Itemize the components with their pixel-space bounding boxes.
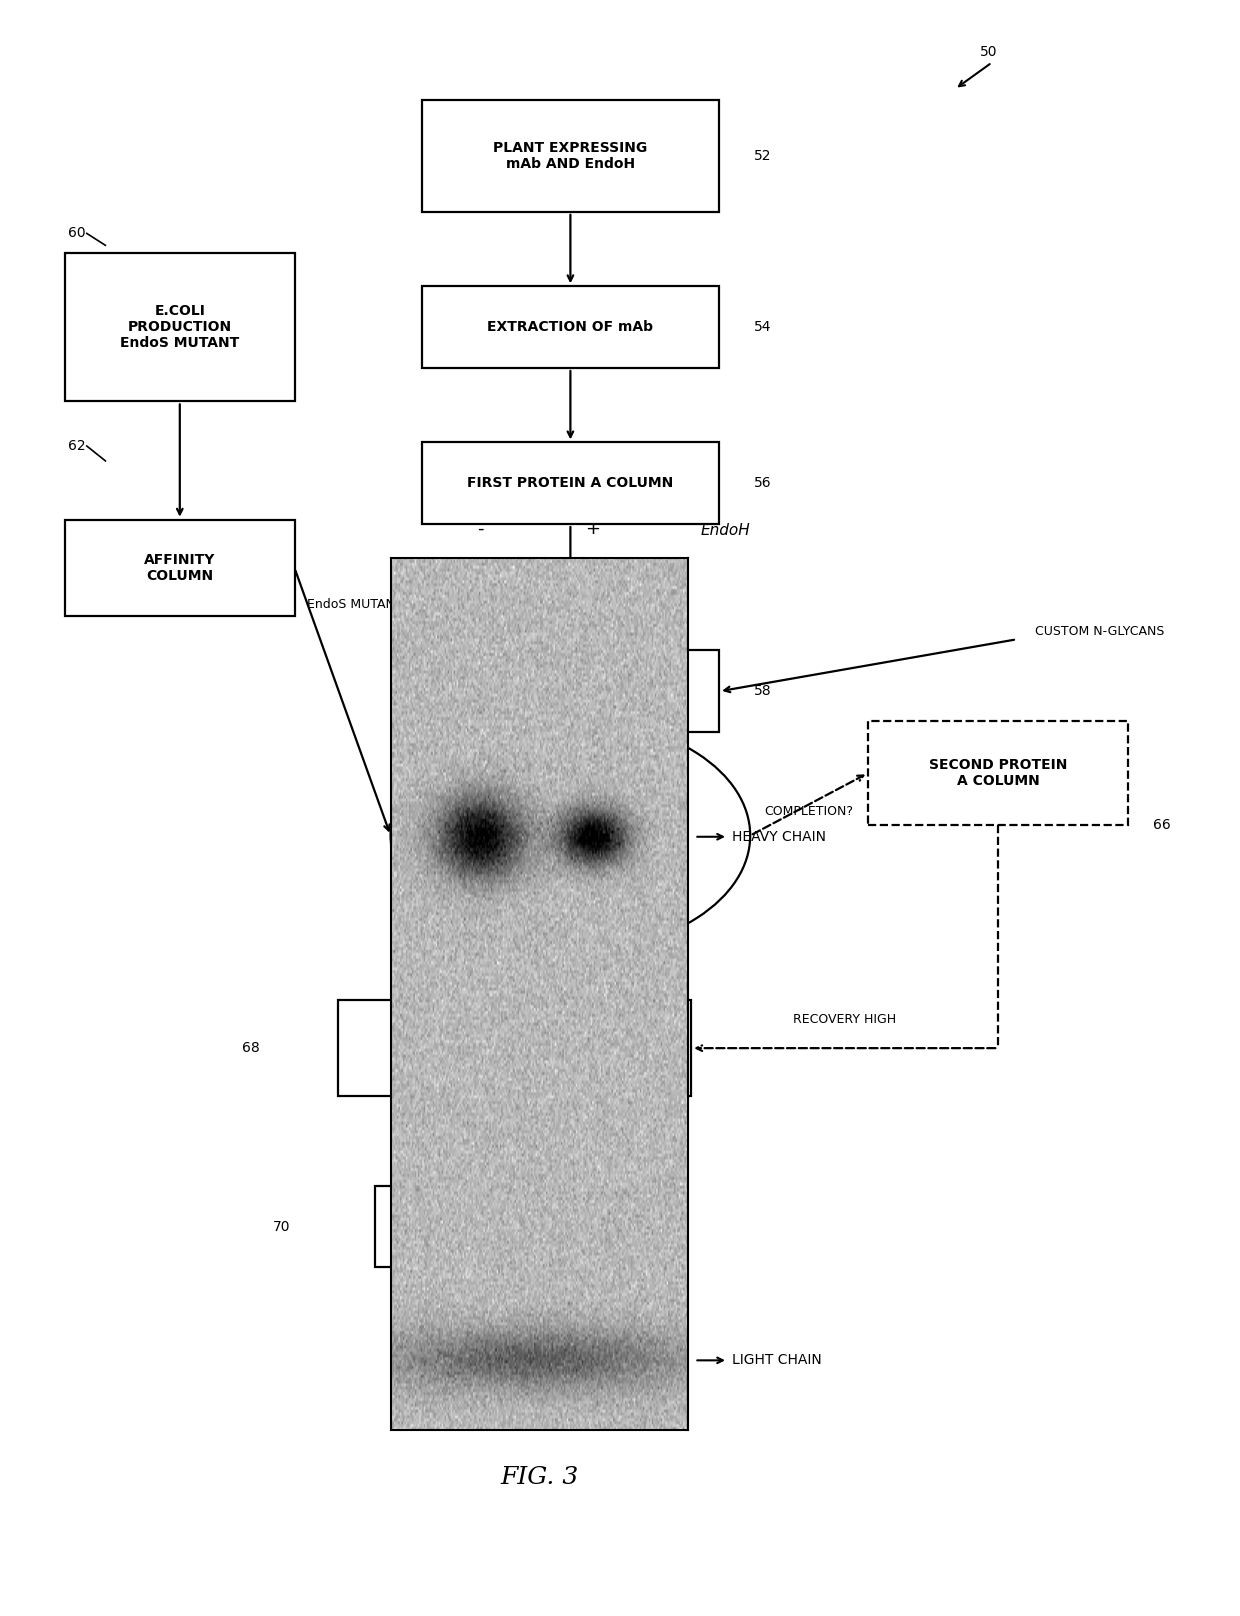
Text: 50: 50 — [980, 45, 997, 60]
Text: COMPLETION?: COMPLETION? — [765, 805, 853, 818]
Text: LIGHT CHAIN: LIGHT CHAIN — [732, 1353, 821, 1367]
Text: RECOVERY
HIGH: RECOVERY HIGH — [593, 574, 660, 601]
Text: PLANT EXPRESSING
mAb AND EndoH: PLANT EXPRESSING mAb AND EndoH — [494, 141, 647, 171]
Bar — [868, 721, 1128, 826]
Text: -: - — [476, 520, 484, 538]
Text: HEAVY CHAIN: HEAVY CHAIN — [732, 829, 826, 844]
Text: FIRST PROTEIN A COLUMN: FIRST PROTEIN A COLUMN — [467, 477, 673, 490]
Text: EndoS MUTANT: EndoS MUTANT — [306, 598, 403, 611]
Text: RECOVERY?: RECOVERY? — [533, 1134, 608, 1147]
Text: 68: 68 — [242, 1041, 259, 1055]
Text: AFFINITY
COLUMN: AFFINITY COLUMN — [144, 553, 216, 583]
Text: FIG. 3: FIG. 3 — [500, 1466, 579, 1488]
Bar — [64, 520, 295, 616]
Text: 54: 54 — [754, 320, 771, 335]
Text: 58: 58 — [754, 684, 771, 698]
Bar — [374, 1186, 655, 1267]
Text: RECOVERY HIGH: RECOVERY HIGH — [794, 1013, 897, 1026]
Text: SECOND PROTEIN
A COLUMN: SECOND PROTEIN A COLUMN — [929, 758, 1068, 789]
Text: EndoH: EndoH — [701, 524, 750, 538]
Text: +: + — [585, 520, 600, 538]
Text: 70: 70 — [273, 1220, 290, 1233]
Bar — [422, 650, 719, 732]
Text: 62: 62 — [68, 440, 86, 452]
Bar — [422, 286, 719, 368]
Text: 56: 56 — [754, 477, 771, 490]
Text: FIG. 2B: FIG. 2B — [423, 1393, 520, 1417]
Text: CEX COLUMN FOR
GLYCOFORMS SEPARATION: CEX COLUMN FOR GLYCOFORMS SEPARATION — [410, 1033, 619, 1063]
Bar — [422, 100, 719, 212]
Text: CUSTOM N-GLYCANS: CUSTOM N-GLYCANS — [1035, 625, 1164, 638]
Ellipse shape — [391, 719, 750, 952]
Bar — [64, 252, 295, 401]
Text: EXTRACTION OF mAb: EXTRACTION OF mAb — [487, 320, 653, 335]
Text: E.COLI
PRODUCTION
EndoS MUTANT: E.COLI PRODUCTION EndoS MUTANT — [120, 304, 239, 351]
Text: 64: 64 — [397, 932, 414, 947]
Text: 60: 60 — [68, 226, 86, 241]
Text: 66: 66 — [1153, 818, 1171, 832]
Text: REGLYCOSYLATION
X MIN AT RT OR 37C: REGLYCOSYLATION X MIN AT RT OR 37C — [492, 821, 649, 850]
Text: FINAL PRODUCT: FINAL PRODUCT — [451, 1220, 578, 1233]
Bar — [422, 443, 719, 524]
Bar — [337, 1000, 692, 1096]
Text: BUFFER EXCHANGE: BUFFER EXCHANGE — [495, 684, 646, 698]
Text: 52: 52 — [754, 149, 771, 163]
